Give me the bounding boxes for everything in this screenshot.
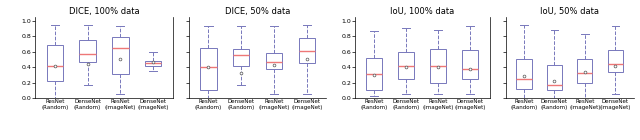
PathPatch shape xyxy=(145,61,161,66)
PathPatch shape xyxy=(266,53,282,69)
PathPatch shape xyxy=(516,59,531,89)
PathPatch shape xyxy=(47,45,63,81)
PathPatch shape xyxy=(367,58,383,90)
PathPatch shape xyxy=(398,52,415,79)
Title: IoU, 100% data: IoU, 100% data xyxy=(390,7,454,16)
Title: IoU, 50% data: IoU, 50% data xyxy=(540,7,599,16)
Title: DICE, 50% data: DICE, 50% data xyxy=(225,7,291,16)
PathPatch shape xyxy=(79,40,96,62)
PathPatch shape xyxy=(431,48,447,83)
PathPatch shape xyxy=(463,50,479,79)
PathPatch shape xyxy=(577,59,593,83)
PathPatch shape xyxy=(608,50,623,73)
PathPatch shape xyxy=(200,48,217,90)
PathPatch shape xyxy=(547,65,562,90)
PathPatch shape xyxy=(233,49,250,66)
PathPatch shape xyxy=(298,38,315,63)
Title: DICE, 100% data: DICE, 100% data xyxy=(68,7,140,16)
PathPatch shape xyxy=(112,37,129,74)
